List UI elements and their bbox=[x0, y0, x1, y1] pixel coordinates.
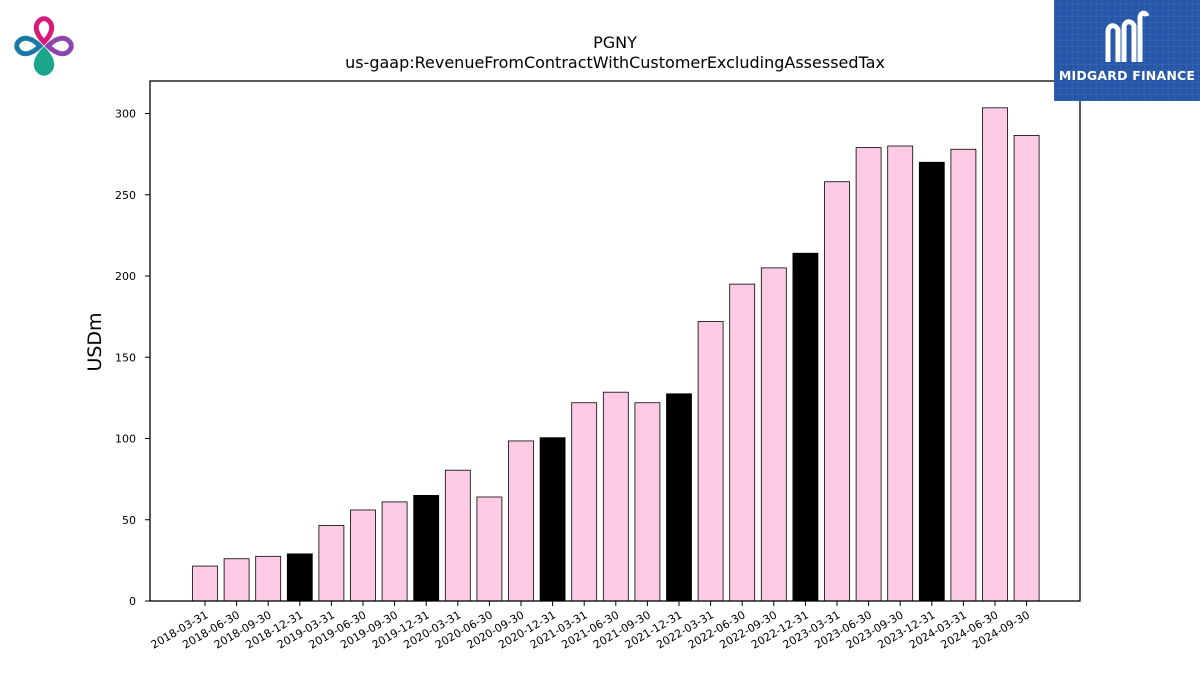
bar-2021-03-31 bbox=[571, 402, 598, 602]
y-tick-label: 150 bbox=[115, 351, 136, 364]
logo-petal-bottom bbox=[33, 46, 55, 76]
brand-badge: MIDGARD FINANCE bbox=[1054, 0, 1200, 101]
bar-2024-06-30 bbox=[982, 107, 1008, 602]
logo-petal-top bbox=[33, 16, 55, 46]
bar-2019-09-30 bbox=[381, 501, 408, 602]
bars-group bbox=[192, 107, 1040, 602]
chart-subtitle: us-gaap:RevenueFromContractWithCustomerE… bbox=[345, 53, 885, 72]
bar-2019-03-31 bbox=[318, 525, 345, 602]
midgard-mark-icon bbox=[1105, 10, 1150, 62]
bar-2022-03-31 bbox=[697, 321, 724, 602]
bar-2024-03-31 bbox=[950, 148, 977, 602]
y-tick-label: 250 bbox=[115, 189, 136, 202]
bar-2022-09-30 bbox=[760, 267, 787, 602]
y-tick-label: 200 bbox=[115, 270, 136, 283]
chart-title: PGNY bbox=[593, 33, 637, 52]
y-tick-label: 100 bbox=[115, 433, 136, 446]
bar-2023-03-31 bbox=[824, 181, 850, 602]
mark-stroke-mid bbox=[1121, 19, 1137, 62]
x-ticks-group: 2018-03-312018-06-302018-09-302018-12-31… bbox=[149, 601, 1032, 652]
brand-name: MIDGARD FINANCE bbox=[1058, 68, 1196, 83]
y-ticks-group: 0 50 100 150 200 250 300 bbox=[115, 108, 150, 608]
bar-2022-12-31 bbox=[792, 252, 819, 602]
logo-icon bbox=[14, 16, 74, 76]
y-axis-label: USDm bbox=[84, 312, 106, 371]
mark-stroke-left bbox=[1105, 23, 1121, 62]
bar-2023-06-30 bbox=[855, 147, 882, 602]
bar-2018-06-30 bbox=[223, 558, 250, 602]
bar-2021-06-30 bbox=[602, 391, 629, 602]
bar-2023-12-31 bbox=[918, 161, 945, 602]
bar-2021-12-31 bbox=[666, 393, 692, 602]
bar-2023-09-30 bbox=[887, 145, 914, 602]
bar-2020-06-30 bbox=[476, 496, 503, 602]
bar-2019-12-31 bbox=[413, 494, 440, 602]
y-tick-label: 50 bbox=[122, 514, 136, 527]
bar-2018-03-31 bbox=[192, 565, 218, 602]
bar-2024-09-30 bbox=[1013, 135, 1040, 602]
logo-petal-left bbox=[14, 35, 44, 57]
bar-2021-09-30 bbox=[634, 402, 661, 602]
y-tick-label: 0 bbox=[129, 595, 136, 608]
logo-petal-right bbox=[44, 35, 74, 57]
plot-frame bbox=[149, 80, 1081, 602]
bar-2020-12-31 bbox=[539, 437, 566, 602]
bar-2019-06-30 bbox=[350, 509, 376, 602]
bar-2020-03-31 bbox=[444, 469, 471, 602]
four-petal-pin-logo bbox=[10, 12, 78, 84]
bar-2018-09-30 bbox=[255, 555, 282, 602]
y-tick-label: 300 bbox=[115, 108, 136, 121]
mark-stroke-right bbox=[1137, 10, 1150, 62]
bar-2022-06-30 bbox=[729, 283, 756, 602]
bar-2018-12-31 bbox=[286, 553, 313, 602]
bar-2020-09-30 bbox=[508, 440, 534, 602]
